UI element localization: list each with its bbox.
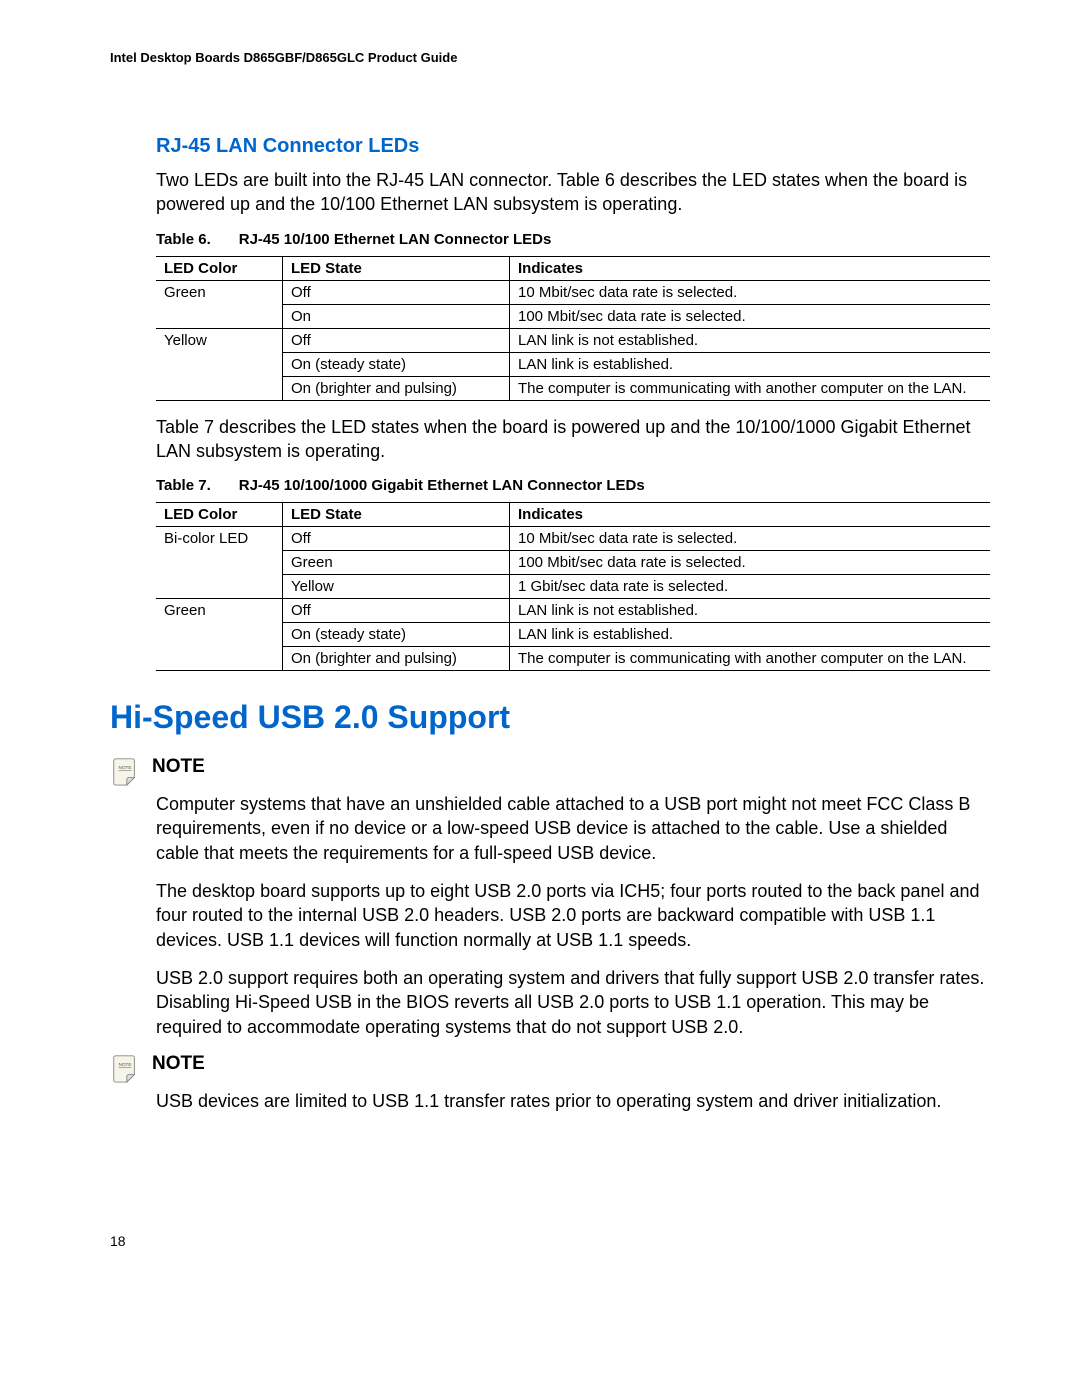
note1-body: Computer systems that have an unshielded… (156, 792, 990, 865)
table-cell: Off (283, 599, 510, 623)
table-cell: LAN link is not established. (510, 599, 991, 623)
table-cell: Yellow (156, 328, 283, 400)
table6-caption-prefix: Table 6. (156, 231, 211, 248)
table-cell: Green (156, 599, 283, 671)
table-cell: 10 Mbit/sec data rate is selected. (510, 280, 991, 304)
table7: LED Color LED State Indicates Bi-color L… (156, 502, 990, 671)
usb-heading: Hi-Speed USB 2.0 Support (110, 699, 990, 736)
table-cell: LAN link is not established. (510, 328, 991, 352)
table7-h2: Indicates (510, 503, 991, 527)
usb-para2: USB 2.0 support requires both an operati… (156, 966, 990, 1039)
note-icon: NOTE (110, 1053, 140, 1083)
table-cell: On (steady state) (283, 623, 510, 647)
table-cell: On (283, 304, 510, 328)
table7-caption-text: RJ-45 10/100/1000 Gigabit Ethernet LAN C… (239, 477, 645, 494)
note2-label: NOTE (152, 1053, 205, 1075)
section-title-rj45: RJ-45 LAN Connector LEDs (156, 135, 990, 158)
between-tables-text: Table 7 describes the LED states when th… (156, 415, 990, 464)
table6-h0: LED Color (156, 256, 283, 280)
table-cell: On (brighter and pulsing) (283, 647, 510, 671)
table-cell: 1 Gbit/sec data rate is selected. (510, 575, 991, 599)
page-header: Intel Desktop Boards D865GBF/D865GLC Pro… (110, 50, 990, 65)
table6-caption: Table 6. RJ-45 10/100 Ethernet LAN Connec… (156, 231, 990, 248)
table7-caption: Table 7. RJ-45 10/100/1000 Gigabit Ethern… (156, 477, 990, 494)
table-cell: The computer is communicating with anoth… (510, 376, 991, 400)
table-cell: Off (283, 527, 510, 551)
table-cell: Off (283, 328, 510, 352)
table6-h2: Indicates (510, 256, 991, 280)
table-cell: Bi-color LED (156, 527, 283, 599)
table7-caption-prefix: Table 7. (156, 477, 211, 494)
table6-caption-text: RJ-45 10/100 Ethernet LAN Connector LEDs (239, 231, 552, 248)
table-cell: Off (283, 280, 510, 304)
svg-text:NOTE: NOTE (119, 765, 132, 770)
table7-h0: LED Color (156, 503, 283, 527)
section-intro: Two LEDs are built into the RJ-45 LAN co… (156, 168, 990, 217)
table-cell: LAN link is established. (510, 623, 991, 647)
table-cell: Yellow (283, 575, 510, 599)
note2-body: USB devices are limited to USB 1.1 trans… (156, 1089, 990, 1113)
usb-para1: The desktop board supports up to eight U… (156, 879, 990, 952)
note1-label: NOTE (152, 756, 205, 778)
page-number: 18 (110, 1233, 990, 1249)
table6-h1: LED State (283, 256, 510, 280)
table-cell: 100 Mbit/sec data rate is selected. (510, 551, 991, 575)
table-cell: The computer is communicating with anoth… (510, 647, 991, 671)
table-cell: LAN link is established. (510, 352, 991, 376)
table7-h1: LED State (283, 503, 510, 527)
svg-text:NOTE: NOTE (119, 1062, 132, 1067)
table-cell: Green (283, 551, 510, 575)
note-icon: NOTE (110, 756, 140, 786)
table-cell: 100 Mbit/sec data rate is selected. (510, 304, 991, 328)
table-cell: Green (156, 280, 283, 328)
table6: LED Color LED State Indicates GreenOff10… (156, 256, 990, 401)
table-cell: On (brighter and pulsing) (283, 376, 510, 400)
table-cell: On (steady state) (283, 352, 510, 376)
table-cell: 10 Mbit/sec data rate is selected. (510, 527, 991, 551)
